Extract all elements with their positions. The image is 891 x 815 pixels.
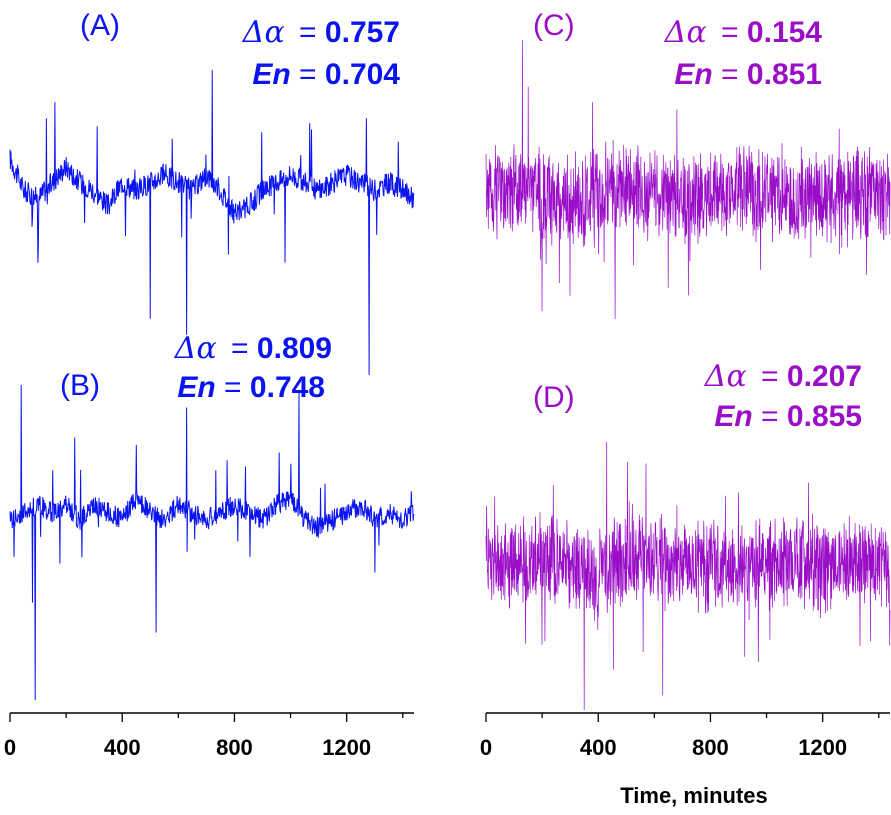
- en-symbol-b: En: [177, 371, 215, 404]
- x-tick-label-left-400: 400: [104, 735, 141, 760]
- series-line-c: [485, 39, 891, 320]
- series-line-a: [9, 70, 415, 376]
- delta-alpha-symbol-b: Δα: [174, 331, 217, 366]
- panel-a: (A) Δα = 0.757 En = 0.704: [9, 9, 415, 376]
- en-stat-d: En = 0.855: [714, 400, 862, 433]
- x-axis-title: Time, minutes: [620, 783, 768, 808]
- delta-alpha-stat-b: Δα = 0.809: [174, 331, 332, 366]
- x-tick-label-left-0: 0: [4, 735, 16, 760]
- x-ticks-left: 0 400 800 1200: [4, 713, 404, 760]
- series-line-d: [485, 441, 891, 711]
- delta-alpha-stat-c: Δα = 0.154: [664, 15, 823, 50]
- delta-alpha-stat-d: Δα = 0.207: [704, 359, 862, 394]
- panel-label-d: (D): [533, 381, 575, 414]
- delta-alpha-symbol-a: Δα: [242, 15, 285, 50]
- en-symbol-d: En: [714, 400, 752, 433]
- delta-alpha-value-a: 0.757: [325, 16, 400, 49]
- en-stat-a: En = 0.704: [252, 58, 400, 91]
- en-value-a: 0.704: [325, 58, 400, 91]
- delta-alpha-value-d: 0.207: [787, 360, 862, 393]
- delta-alpha-value-c: 0.154: [747, 16, 822, 49]
- panel-label-a: (A): [80, 9, 120, 42]
- x-tick-label-right-1200: 1200: [798, 735, 847, 760]
- en-value-c: 0.851: [747, 58, 822, 91]
- delta-alpha-symbol-c: Δα: [664, 15, 707, 50]
- en-value-d: 0.855: [787, 400, 862, 433]
- x-axis-left: 0 400 800 1200: [4, 712, 414, 760]
- panel-b: (B) Δα = 0.809 En = 0.748: [9, 331, 415, 701]
- en-stat-c: En = 0.851: [674, 58, 822, 91]
- panel-c: (C) Δα = 0.154 En = 0.851: [485, 9, 891, 320]
- delta-alpha-value-b: 0.809: [257, 332, 332, 365]
- en-symbol-a: En: [252, 58, 290, 91]
- x-tick-label-left-800: 800: [216, 735, 253, 760]
- x-tick-label-left-1200: 1200: [322, 735, 371, 760]
- delta-alpha-symbol-d: Δα: [704, 359, 747, 394]
- en-symbol-c: En: [674, 58, 712, 91]
- x-tick-label-right-400: 400: [580, 735, 617, 760]
- delta-alpha-stat-a: Δα = 0.757: [242, 15, 400, 50]
- x-tick-label-right-800: 800: [692, 735, 729, 760]
- x-axis-right: 0 400 800 1200: [480, 712, 890, 760]
- x-ticks-right: 0 400 800 1200: [480, 713, 880, 760]
- en-value-b: 0.748: [250, 371, 325, 404]
- panel-d: (D) Δα = 0.207 En = 0.855: [485, 359, 891, 711]
- panel-label-b: (B): [60, 369, 100, 402]
- en-stat-b: En = 0.748: [177, 371, 325, 404]
- series-line-b: [9, 384, 415, 701]
- panel-label-c: (C): [533, 9, 575, 42]
- x-tick-label-right-0: 0: [480, 735, 492, 760]
